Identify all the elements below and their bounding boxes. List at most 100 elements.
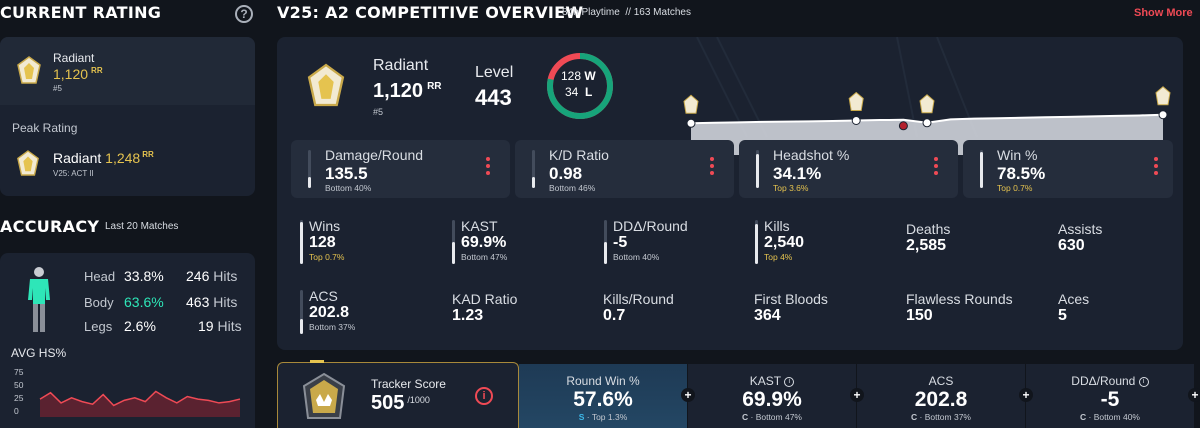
stat-value: 135.5 xyxy=(325,164,368,183)
stat-value: 0.98 xyxy=(549,164,583,183)
rr-rank-badge-icon xyxy=(919,94,935,114)
plus-icon: + xyxy=(1188,388,1200,402)
info-icon: i xyxy=(784,376,795,387)
peak-rank: Radiant 1,248 RR xyxy=(53,150,154,166)
plus-icon: + xyxy=(681,388,695,402)
hs-y-axis: 75 50 25 0 xyxy=(14,366,23,418)
stat-percentile: Top 3.6% xyxy=(773,183,809,193)
stat-percentile: Bottom 40% xyxy=(325,183,372,193)
stat-percentile: Bottom 46% xyxy=(549,183,596,193)
bottom-stat-dd-round: DDΔ/Round i -5 C · Bottom 40% xyxy=(1026,364,1194,428)
rank-rr: 1,120 RR xyxy=(53,66,103,82)
acc-head-label: Head xyxy=(84,269,116,284)
overview-meta: 84h Playtime // 163 Matches xyxy=(562,7,691,18)
grid-stat-kast: KAST 69.9% Bottom 47% xyxy=(452,218,507,264)
acc-legs-hits: 19 Hits xyxy=(198,318,242,334)
rr-rank-badge-icon xyxy=(848,91,864,111)
rank-position: #5 xyxy=(53,84,62,93)
stat-card-win-pct[interactable]: Win % 78.5% Top 0.7% xyxy=(963,140,1173,198)
overview-rank-icon xyxy=(307,63,345,107)
hs-chart xyxy=(39,390,241,417)
stat-card-damage-round[interactable]: Damage/Round 135.5 Bottom 40% xyxy=(291,140,510,198)
stat-card-kd-ratio[interactable]: K/D Ratio 0.98 Bottom 46% xyxy=(515,140,734,198)
grid-stat-aces: Aces 5 xyxy=(1058,291,1090,324)
hs-y-tick: 75 xyxy=(14,367,24,377)
stat-label: Damage/Round xyxy=(325,147,424,163)
grid-stat-flawless-rounds: Flawless Rounds 150 xyxy=(906,291,1013,324)
grid-stat-kills-round: Kills/Round 0.7 xyxy=(603,291,674,324)
current-rating-title: CURRENT RATING xyxy=(0,3,162,22)
tracker-score-card[interactable]: Tracker Score 505/1000 i xyxy=(277,360,519,428)
plus-icon: + xyxy=(1019,388,1033,402)
hs-y-tick: 0 xyxy=(14,406,19,416)
info-icon: i xyxy=(1138,376,1149,387)
grid-stat-kad-ratio: KAD Ratio 1.23 xyxy=(452,291,518,324)
rr-point xyxy=(1158,110,1168,120)
loss-count: 34 L xyxy=(565,85,593,99)
level-value: 443 xyxy=(475,85,512,110)
acc-legs-pct: 2.6% xyxy=(124,318,156,334)
bottom-stat-round-win: Round Win % 57.6% S · Top 1.3% xyxy=(519,364,687,428)
peak-rating-label: Peak Rating xyxy=(12,121,78,135)
rr-derank-point xyxy=(898,121,908,131)
win-count: 128 W xyxy=(561,69,596,83)
stat-value: 34.1% xyxy=(773,164,822,183)
grid-stat-wins: Wins 128 Top 0.7% xyxy=(300,218,344,264)
more-options-icon[interactable] xyxy=(710,157,714,178)
grid-stat-acs: ACS 202.8 Bottom 37% xyxy=(300,288,355,334)
overview-background-pattern xyxy=(696,37,978,137)
hs-area xyxy=(40,391,240,417)
stat-percentile: Top 0.7% xyxy=(997,183,1033,193)
tracker-score-value: 505/1000 xyxy=(371,392,430,414)
more-options-icon[interactable] xyxy=(486,157,490,178)
rr-point xyxy=(686,118,696,128)
overview-title: V25: A2 COMPETITIVE OVERVIEW xyxy=(277,3,584,22)
peak-rank-icon xyxy=(17,150,39,176)
body-figure-icon xyxy=(28,267,50,332)
rank-name: Radiant xyxy=(53,51,95,65)
show-more-link[interactable]: Show More xyxy=(1134,7,1193,19)
radiant-rank-icon xyxy=(17,56,41,84)
hs-y-tick: 25 xyxy=(14,393,24,403)
overview-rr: 1,120 RR xyxy=(373,80,442,102)
rr-point xyxy=(851,116,861,125)
overview-rank-name: Radiant xyxy=(373,57,429,74)
acc-body-label: Body xyxy=(84,295,114,310)
plus-icon: + xyxy=(850,388,864,402)
stat-label: Headshot % xyxy=(773,147,850,163)
acc-body-pct: 63.6% xyxy=(124,294,164,310)
win-loss-ring xyxy=(547,53,613,119)
stat-value: 78.5% xyxy=(997,164,1046,183)
accuracy-title: ACCURACY xyxy=(0,217,100,236)
hs-y-tick: 50 xyxy=(14,380,24,390)
acc-head-hits: 246 Hits xyxy=(186,268,238,284)
peak-act: V25: ACT II xyxy=(53,169,94,178)
tracker-info-icon[interactable]: i xyxy=(475,387,493,405)
rr-rank-badge-icon xyxy=(1155,86,1171,106)
stat-label: K/D Ratio xyxy=(549,147,609,163)
bottom-stat-kast: KAST i 69.9% C · Bottom 47% xyxy=(688,364,856,428)
grid-stat-kills: Kills 2,540 Top 4% xyxy=(755,218,804,264)
grid-stat-dd-round: DDΔ/Round -5 Bottom 40% xyxy=(604,218,688,264)
grid-stat-first-bloods: First Bloods 364 xyxy=(754,291,828,324)
acc-body-hits: 463 Hits xyxy=(186,294,238,310)
grid-stat-assists: Assists 630 xyxy=(1058,221,1103,254)
bottom-stat-acs: ACS 202.8 C · Bottom 37% xyxy=(857,364,1025,428)
help-icon[interactable]: ? xyxy=(235,5,253,23)
current-rating-card: Radiant 1,120 RR #5 Peak Rating Radiant 1… xyxy=(0,37,255,196)
stat-card-headshot[interactable]: Headshot % 34.1% Top 3.6% xyxy=(739,140,958,198)
acc-legs-label: Legs xyxy=(84,319,113,334)
accuracy-card: Head 33.8% 246 Hits Body 63.6% 463 Hits … xyxy=(0,253,255,428)
avg-hs-label: AVG HS% xyxy=(11,346,67,360)
grid-stat-deaths: Deaths 2,585 xyxy=(906,221,951,254)
rr-point xyxy=(922,118,932,128)
overview-card: Radiant 1,120 RR #5 Level 443 128 W 34 L … xyxy=(277,37,1183,350)
accuracy-subtitle: Last 20 Matches xyxy=(105,221,179,232)
acc-head-pct: 33.8% xyxy=(124,268,164,284)
rr-rank-badge-icon xyxy=(683,94,699,114)
stat-label: Win % xyxy=(997,147,1038,163)
level-label: Level xyxy=(475,64,514,81)
tracker-score-icon xyxy=(302,372,346,419)
more-options-icon[interactable] xyxy=(1154,157,1158,178)
more-options-icon[interactable] xyxy=(934,157,938,178)
